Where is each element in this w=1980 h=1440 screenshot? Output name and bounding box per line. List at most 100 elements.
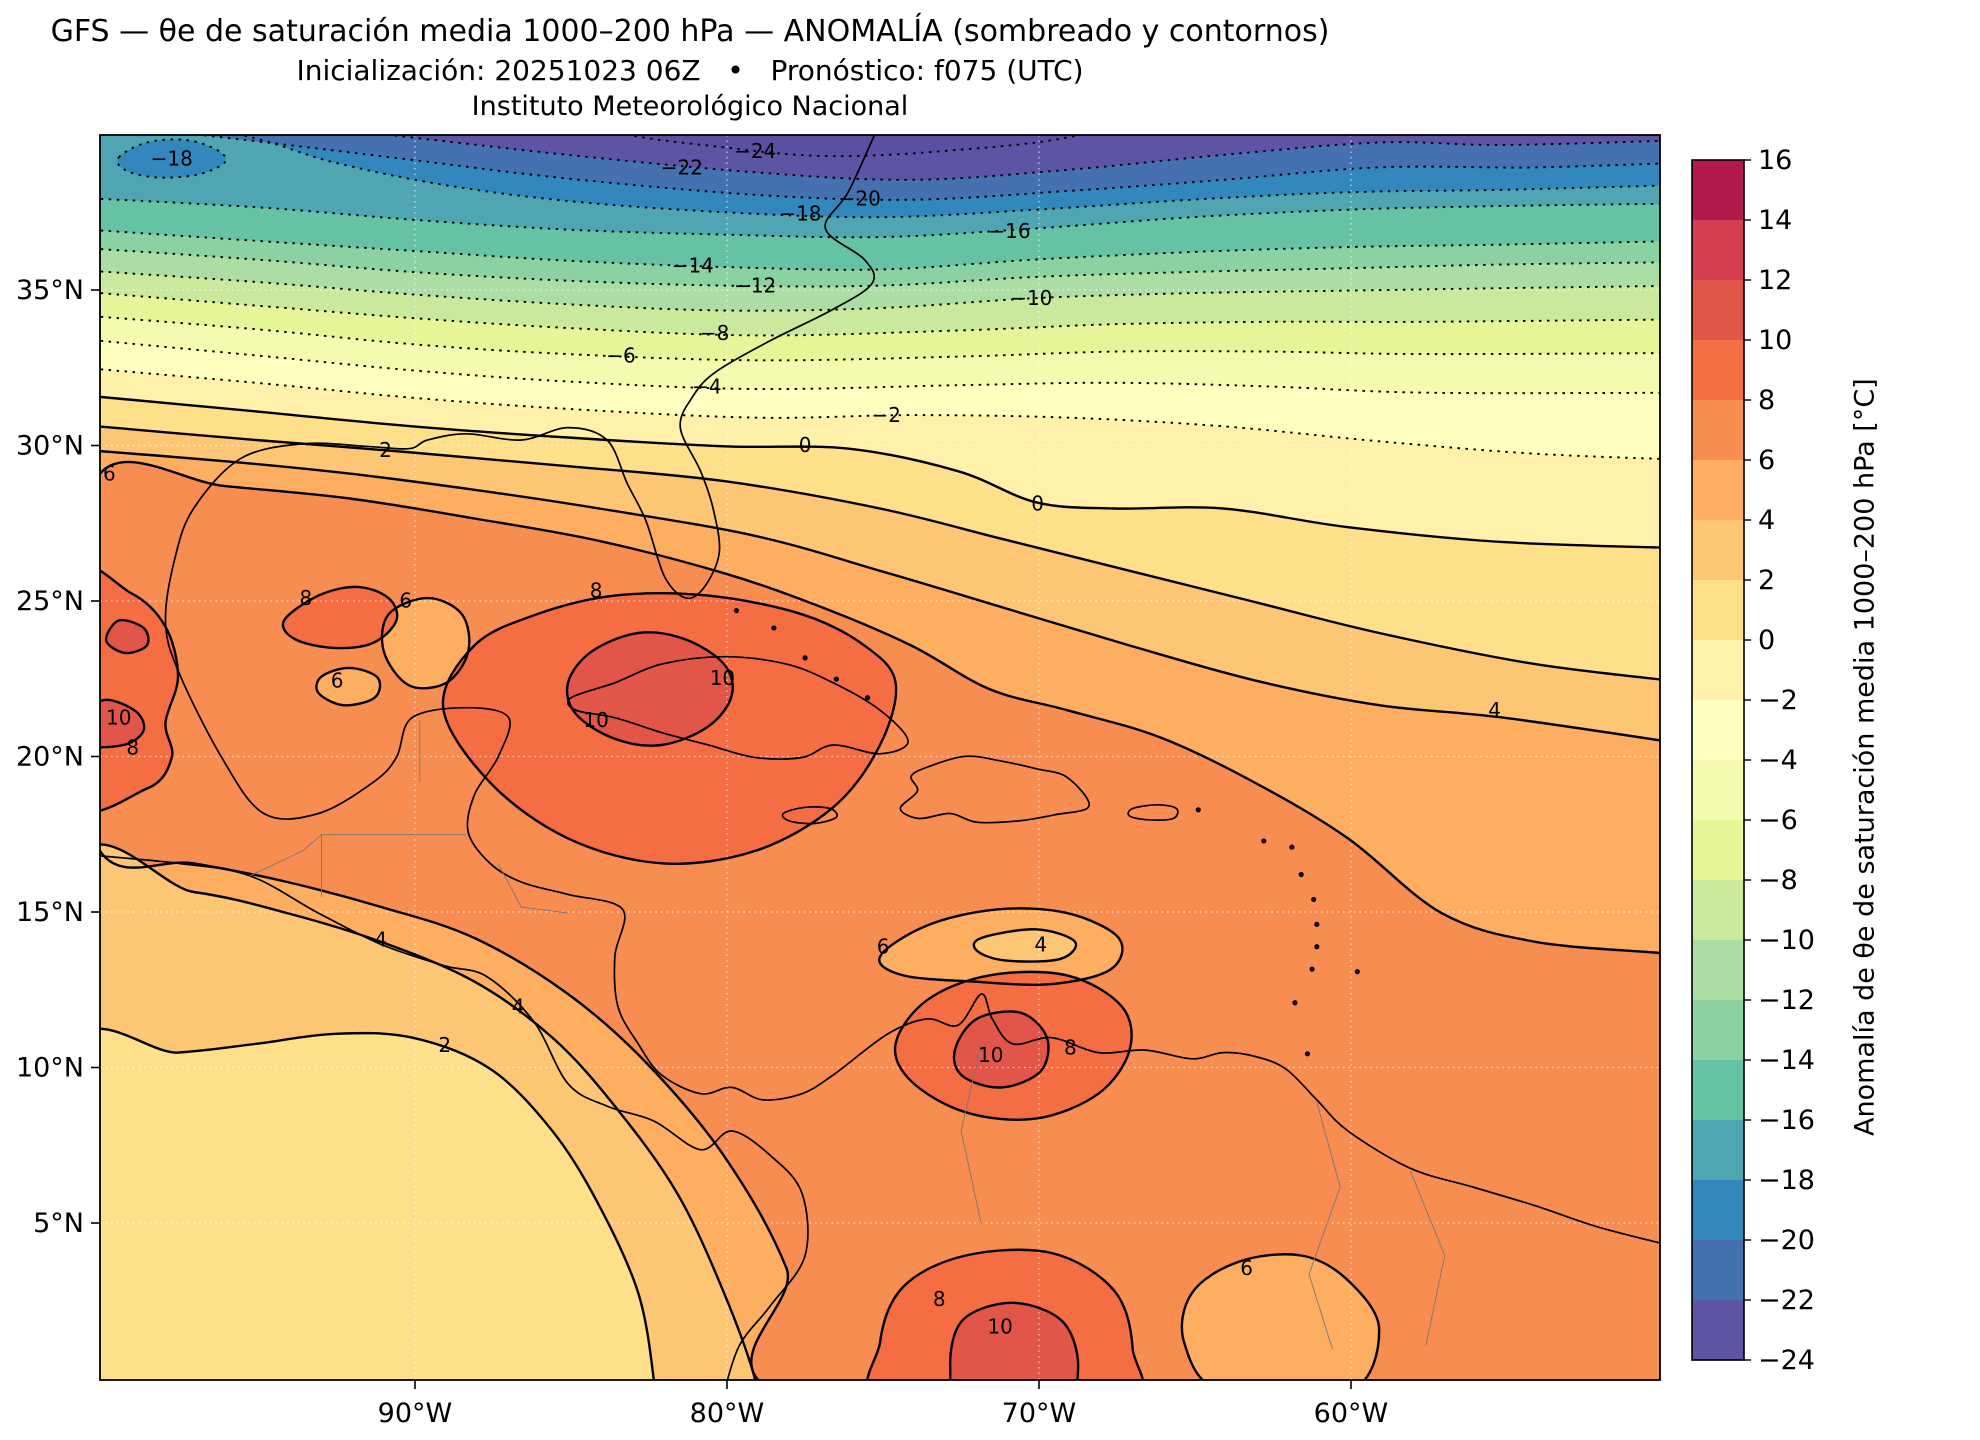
shading-region-dip6-guyana [1181, 1254, 1380, 1380]
title-block: GFS — θe de saturación media 1000–200 hP… [0, 14, 1380, 123]
contour-label: 4 [1034, 932, 1047, 956]
map-frame [99, 134, 1661, 1381]
colorbar-tick-label: −4 [1758, 745, 1798, 776]
colorbar-cell [1692, 1300, 1744, 1361]
contour-line--18 [235, 135, 1660, 219]
island-dot [1309, 966, 1315, 972]
shading-band [628, 135, 1080, 157]
lat-tick-label: 25°N [16, 586, 84, 617]
shading-region-dip6-yucatan [381, 598, 470, 689]
contour-label: 10 [583, 708, 608, 732]
lat-tick-label: 20°N [16, 742, 84, 773]
country-border [1308, 1102, 1341, 1350]
contour-label: −14 [672, 254, 714, 278]
contour-label: 0 [799, 433, 812, 457]
contour-label: −8 [700, 321, 729, 345]
contour-label: 10 [987, 1314, 1012, 1338]
colorbar-cell [1692, 460, 1744, 521]
colorbar-tick-label: −22 [1758, 1285, 1815, 1316]
coastline-mainland [164, 135, 1660, 1244]
contour-label: 6 [877, 935, 890, 959]
contour-line--4 [100, 339, 1660, 395]
colorbar-cell [1692, 1060, 1744, 1121]
contour-label: 6 [399, 589, 412, 613]
colorbar-cell [1692, 940, 1744, 1001]
contour-ring-dip6-yucatan [380, 596, 471, 690]
contour-labels: −24−22−20−18−18−16−14−12−10−8−6−4−200224… [103, 139, 1501, 1338]
coastline-cuba [566, 655, 909, 760]
colorbar-axis-label: Anomalía de θe de saturación media 1000–… [1849, 378, 1881, 1137]
colorbar-cell [1692, 1180, 1744, 1241]
lat-tick-label: 30°N [16, 431, 84, 462]
map-axes: 35°N 30°N 25°N 20°N 15°N 10°N 5°N 90°W 80°W 70°W 6… [16, 134, 1661, 1429]
colorbar-cell [1692, 520, 1744, 581]
lon-tick-label: 80°W [690, 1398, 765, 1429]
colorbar-tick-label: −8 [1758, 865, 1798, 896]
colorbar-cell [1692, 1240, 1744, 1301]
shading-region-minus18-low [117, 139, 226, 178]
contour-line--16 [100, 197, 1660, 239]
colorbar-cell [1692, 640, 1744, 701]
contour-ring-ten-left-b [104, 618, 150, 655]
contour-label: −18 [151, 147, 193, 171]
contour-ring-dip6-guyana [1180, 1253, 1381, 1380]
island-dot [1314, 944, 1320, 950]
contour-ring-dip6-small [315, 666, 382, 707]
lat-tick-label: 15°N [16, 897, 84, 928]
island-dot [1292, 1000, 1298, 1006]
colorbar-tick-label: −6 [1758, 805, 1798, 836]
contour-label: −6 [606, 343, 635, 367]
chart-title: GFS — θe de saturación media 1000–200 hP… [50, 14, 1330, 49]
island-dot [802, 655, 808, 661]
colorbar-cell [1692, 1000, 1744, 1061]
contour-ring-eight-main [441, 592, 898, 865]
contour-ring-ten-bottom [948, 1301, 1080, 1380]
contour-ring-southwest-below-4 [100, 843, 757, 1380]
contour-label: 6 [1240, 1256, 1253, 1280]
colorbar: 16 14 12 10 8 6 4 2 0 −2 −4 −6 −8 −10 −12 −14 −16 −18 −20 −… [1691, 145, 1815, 1376]
contour-line--2 [100, 368, 1660, 460]
island-dot [771, 625, 777, 631]
contour-label: 8 [126, 736, 139, 760]
contour-line--20 [193, 135, 1660, 201]
colorbar-tick-label: 10 [1758, 325, 1792, 356]
lon-tick-label: 90°W [378, 1398, 453, 1429]
colorbar-cell [1692, 820, 1744, 881]
shading-region-eight-west [282, 586, 398, 649]
contour-ring-dip4-colombia [972, 928, 1078, 963]
colorbar-cell [1692, 1120, 1744, 1181]
contour-label: 4 [512, 995, 525, 1019]
island-dot [1261, 838, 1267, 844]
contour-line--10 [100, 270, 1660, 312]
colorbar-cell [1692, 760, 1744, 821]
shading-region-ten-main [567, 632, 733, 746]
colorbar-cell [1692, 340, 1744, 401]
contour-label: −12 [734, 274, 776, 298]
colorbar-tick-label: 2 [1758, 565, 1775, 596]
colorbar-tick-label: −20 [1758, 1225, 1815, 1256]
contour-ring-eight-left-coast [100, 569, 180, 812]
contour-line-2 [100, 425, 1660, 681]
colorbar-tick-label: 14 [1758, 205, 1792, 236]
contour-ring-eight-west [281, 585, 399, 650]
coastline-jamaica [781, 806, 839, 825]
contour-label: −24 [734, 139, 776, 163]
contour-line--24 [623, 135, 1084, 158]
contour-label: 2 [379, 438, 392, 462]
contour-label: 10 [106, 706, 131, 730]
country-border [1409, 1170, 1446, 1346]
colorbar-cell [1692, 700, 1744, 761]
contour-label: 6 [103, 462, 116, 486]
contour-line--12 [100, 248, 1660, 288]
colorbar-tick-label: 12 [1758, 265, 1792, 296]
contour-label: 8 [300, 586, 313, 610]
contour-ring-ten-left-a [100, 698, 146, 749]
colorbar-cell [1692, 220, 1744, 281]
contour-label: −18 [779, 201, 821, 225]
colorbar-tick-label: 4 [1758, 505, 1775, 536]
contour-label: 8 [590, 579, 603, 603]
contour-line-0 [100, 395, 1660, 549]
colorbar-cell [1692, 580, 1744, 641]
shading-region-dip6-small [316, 667, 381, 706]
